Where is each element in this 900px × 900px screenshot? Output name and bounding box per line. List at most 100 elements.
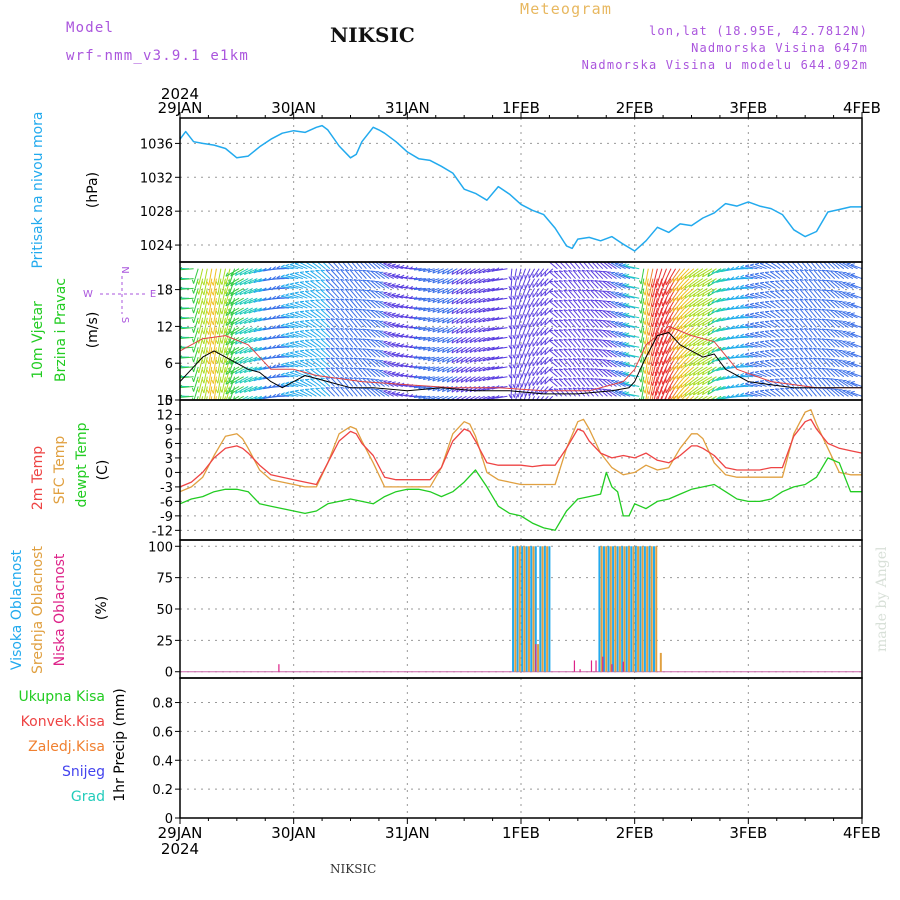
wind-barb-tip xyxy=(400,304,405,307)
wind-barb-tip xyxy=(581,338,587,341)
wind-barb xyxy=(510,347,513,359)
wind-barb xyxy=(325,289,335,299)
wind-barb-tip xyxy=(391,332,396,335)
wind-barb-tip xyxy=(516,324,519,329)
wind-barb-tip xyxy=(391,391,396,394)
wind-barb xyxy=(749,392,763,397)
wind-barb xyxy=(838,291,849,299)
wind-barb xyxy=(517,366,522,378)
wind-barb-tip xyxy=(598,309,603,312)
wind-barb-tip xyxy=(201,291,205,296)
wind-barb-tip xyxy=(830,378,835,380)
wind-barb xyxy=(532,366,540,377)
wind-barb-tip xyxy=(469,319,473,324)
wind-barb-tip xyxy=(230,282,233,287)
wind-barb-tip xyxy=(850,341,855,344)
wind-barb-tip xyxy=(325,387,330,389)
wind-barb xyxy=(366,319,376,328)
wind-barb-tip xyxy=(243,369,247,373)
wind-barb xyxy=(442,278,454,285)
wind-barb-tip xyxy=(225,301,229,307)
wind-barb xyxy=(594,319,604,328)
wind-barb-tip xyxy=(478,377,482,382)
wind-barb xyxy=(652,356,658,377)
wind-barb-tip xyxy=(821,348,827,350)
wind-barb-tip xyxy=(558,338,563,341)
wind-barb xyxy=(817,289,826,299)
wind-barb xyxy=(180,278,181,279)
wind-barb xyxy=(618,322,631,329)
wind-barb-tip xyxy=(638,378,642,383)
wind-barb xyxy=(391,264,403,270)
wind-barb xyxy=(548,300,558,309)
wind-barb-tip xyxy=(335,386,340,389)
wind-barb-tip xyxy=(701,390,705,395)
wind-barb-tip xyxy=(638,388,642,393)
wind-barb-tip xyxy=(850,312,855,315)
wind-barb-tip xyxy=(680,315,683,320)
wind-barb-tip xyxy=(740,333,745,337)
wind-barb xyxy=(540,337,549,346)
wind-barb-tip xyxy=(294,301,299,304)
wind-barb-tip xyxy=(749,342,755,345)
wind-barb-tip xyxy=(512,315,515,320)
wind-barb-tip xyxy=(794,347,800,350)
wind-barb-tip xyxy=(353,357,359,360)
wind-barb xyxy=(203,337,208,354)
wind-barb xyxy=(383,351,394,358)
wind-barb xyxy=(358,387,367,397)
wind-barb xyxy=(850,313,862,319)
wind-barb-tip xyxy=(794,298,800,301)
wind-barb-tip xyxy=(226,400,228,404)
wind-barb-tip xyxy=(175,374,178,376)
wind-barb-tip xyxy=(267,306,272,310)
wind-barb xyxy=(786,262,795,270)
wind-barb-tip xyxy=(207,409,209,413)
wind-barb xyxy=(198,366,204,383)
wind-barb xyxy=(804,318,813,328)
wind-barb-tip xyxy=(427,367,431,371)
wind-barb-tip xyxy=(262,356,267,360)
wind-barb-tip xyxy=(441,358,445,363)
wind-barb xyxy=(618,263,631,270)
wind-barb-tip xyxy=(735,383,740,387)
wind-barb-tip xyxy=(495,395,500,399)
wind-barb-tip xyxy=(598,280,603,282)
wind-barb-tip xyxy=(654,293,657,298)
wind-barb-tip xyxy=(345,386,350,389)
wind-barb-tip xyxy=(581,358,587,360)
wind-barb-tip xyxy=(299,389,305,391)
wind-barb xyxy=(374,300,385,309)
wind-barb-tip xyxy=(615,380,620,382)
wind-barb-tip xyxy=(320,377,325,379)
wind-barb xyxy=(759,351,772,358)
wind-barb xyxy=(528,268,536,279)
wind-barb xyxy=(294,361,308,368)
wind-barb-tip xyxy=(760,272,765,274)
wind-barb xyxy=(229,356,236,373)
wind-barb-tip xyxy=(243,349,247,354)
wind-barb-tip xyxy=(716,347,720,352)
wind-barb-tip xyxy=(826,348,831,351)
wind-barb-tip xyxy=(651,411,652,415)
wind-frame xyxy=(179,261,863,401)
mid-cloud-ylabel: Srednja Oblacnost xyxy=(30,546,46,674)
wind-barb-tip xyxy=(330,367,335,370)
wind-barb-tip xyxy=(725,395,730,399)
wind-barb xyxy=(432,278,444,284)
wind-barb-tip xyxy=(422,268,427,273)
wind-barb-tip xyxy=(491,297,495,302)
wind-barb-tip xyxy=(725,277,730,281)
wind-barb xyxy=(362,309,372,319)
wind-barb-tip xyxy=(676,286,679,291)
wind-barb xyxy=(289,283,303,289)
wind-barb-tip xyxy=(326,260,330,261)
wind-barb-tip xyxy=(598,368,603,371)
wind-barb-tip xyxy=(540,351,542,356)
wind-barb-tip xyxy=(465,299,468,304)
bottom-xtick-label: 2FEB xyxy=(616,824,654,842)
wind-barb xyxy=(669,337,681,353)
wind-barb xyxy=(745,305,758,309)
wind-barb xyxy=(581,289,590,299)
wind-barb-tip xyxy=(680,373,683,379)
